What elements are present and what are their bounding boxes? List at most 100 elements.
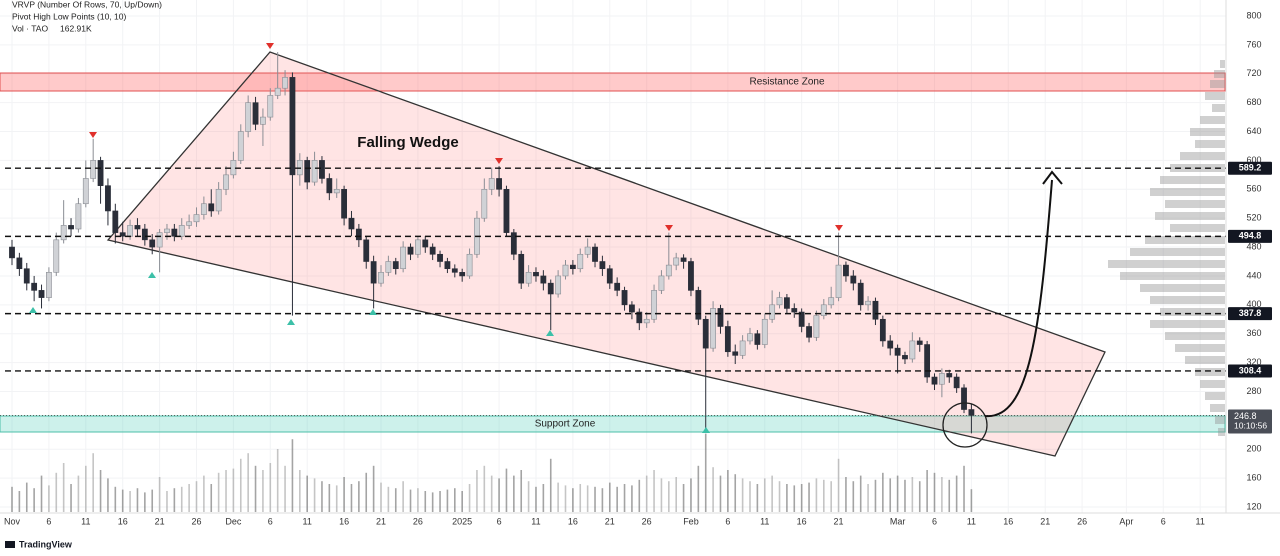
volume-bar	[291, 439, 294, 512]
volume-bar	[431, 492, 434, 512]
x-tick-label: Feb	[683, 516, 699, 526]
candle-body	[946, 373, 953, 378]
candle-body	[149, 239, 156, 248]
y-tick-label: 680	[1246, 97, 1261, 107]
candle-body	[658, 275, 665, 291]
volume-bar	[520, 470, 523, 512]
candle-body	[16, 257, 23, 270]
x-tick-label: 11	[303, 516, 312, 526]
volume-bar	[195, 481, 198, 512]
candle-body	[23, 268, 30, 284]
volume-bar	[350, 484, 353, 512]
volume-bar	[77, 475, 80, 512]
y-tick-label: 280	[1246, 386, 1261, 396]
brand-label: TradingView	[19, 539, 73, 549]
volume-bar	[778, 481, 781, 512]
candle-body	[540, 275, 547, 284]
candle-body	[761, 318, 768, 345]
x-tick-label: Apr	[1119, 516, 1133, 526]
candle-body	[348, 217, 355, 230]
price-label-box	[1228, 364, 1272, 378]
volume-bar	[756, 484, 759, 512]
volume-profile	[1108, 60, 1225, 436]
volume-bar	[40, 475, 43, 512]
volume-bar	[313, 478, 316, 512]
volume-bar	[490, 475, 493, 512]
volume-bar	[557, 482, 559, 512]
candle-body	[326, 178, 333, 194]
volume-bar	[896, 475, 899, 512]
projection-arrow	[984, 179, 1053, 418]
candle-body	[164, 228, 170, 233]
x-tick-label: 16	[797, 516, 807, 526]
candle-body	[363, 239, 370, 262]
volume-bar	[513, 475, 515, 512]
y-tick-label: 640	[1246, 126, 1261, 136]
volume-bar	[823, 479, 825, 512]
volume-bar	[380, 482, 382, 512]
volume-bar	[343, 477, 345, 512]
volume-bar	[446, 489, 449, 512]
volume-bar	[874, 479, 877, 512]
x-tick-label: Dec	[225, 516, 242, 526]
y-tick-label: 360	[1246, 328, 1261, 338]
volume-bar	[889, 478, 892, 512]
x-tick-label: 6	[268, 516, 273, 526]
candle-body	[938, 373, 945, 385]
volume-bar	[734, 474, 737, 512]
pivot-highs	[89, 43, 843, 231]
candle-body	[533, 272, 539, 277]
volume-bar	[712, 467, 714, 512]
volume-bar	[675, 477, 677, 512]
candle-body	[466, 253, 473, 277]
volume-bar	[867, 484, 869, 512]
volume-bar	[299, 470, 301, 512]
volume-bar	[800, 484, 803, 512]
volume-bar	[114, 486, 117, 512]
countdown-label: 10:10:56	[1234, 421, 1267, 431]
x-tick-label: Nov	[4, 516, 21, 526]
y-tick-label: 800	[1246, 10, 1261, 20]
volume-bar	[461, 491, 463, 512]
volume-legend: Vol · TAO	[12, 23, 48, 33]
x-tick-label: 11	[760, 516, 769, 526]
volume-bar	[121, 489, 124, 512]
volume-bar	[387, 486, 390, 512]
indicator-legend: VRVP (Number Of Rows, 70, Up/Down)	[12, 0, 162, 9]
volume-bar	[217, 472, 220, 512]
candle-body	[828, 297, 835, 306]
candle-body	[665, 264, 672, 277]
volume-bar	[55, 472, 58, 512]
x-tick-label: 21	[834, 516, 844, 526]
volume-bar	[704, 433, 707, 512]
candle-body	[459, 272, 466, 277]
candle-body	[739, 340, 746, 356]
candle-body	[444, 261, 451, 270]
brand: TradingView	[5, 539, 73, 549]
candle-body	[60, 225, 67, 241]
volume-bar	[837, 458, 840, 512]
support-zone	[0, 415, 1226, 433]
volume-bar	[830, 481, 832, 512]
volume-bar	[85, 465, 87, 512]
volume-bar	[727, 470, 729, 512]
arrow-head	[1042, 170, 1063, 185]
price-label-box	[1228, 161, 1272, 175]
candle-body	[319, 160, 325, 179]
volume-bar	[808, 482, 810, 512]
candle-body	[961, 387, 967, 410]
volume-bar	[970, 489, 973, 512]
candle-body	[200, 203, 207, 215]
candle-body	[887, 340, 894, 349]
candle-body	[171, 228, 178, 237]
x-tick-label: 21	[605, 516, 615, 526]
volume-bar	[852, 481, 855, 512]
volume-bar	[948, 479, 951, 512]
x-tick-label: 6	[725, 516, 730, 526]
candle-body	[673, 257, 680, 266]
resistance-zone	[0, 72, 1226, 92]
volume-bar	[247, 453, 249, 512]
candle-body	[186, 221, 193, 226]
volume-bar	[284, 465, 286, 512]
volume-bar	[33, 488, 35, 512]
